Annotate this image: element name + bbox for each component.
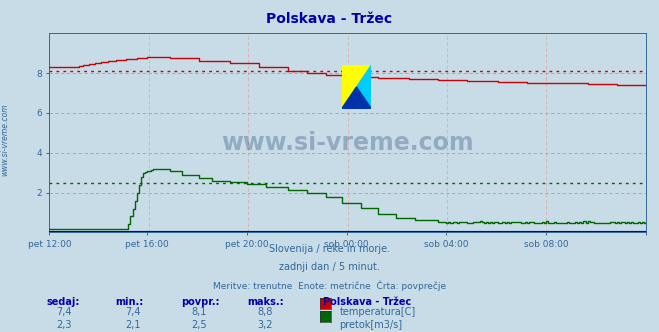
Text: Slovenija / reke in morje.: Slovenija / reke in morje. [269, 244, 390, 254]
Polygon shape [341, 65, 372, 109]
Text: 2,3: 2,3 [56, 320, 72, 330]
Text: www.si-vreme.com: www.si-vreme.com [221, 131, 474, 155]
Text: 7,4: 7,4 [56, 307, 72, 317]
Text: Polskava - Tržec: Polskava - Tržec [266, 12, 393, 26]
Text: maks.:: maks.: [247, 297, 284, 307]
Text: pretok[m3/s]: pretok[m3/s] [339, 320, 403, 330]
Text: 8,8: 8,8 [257, 307, 272, 317]
Text: sedaj:: sedaj: [46, 297, 80, 307]
Polygon shape [341, 87, 372, 109]
Text: min.:: min.: [115, 297, 144, 307]
Text: 3,2: 3,2 [257, 320, 273, 330]
Text: zadnji dan / 5 minut.: zadnji dan / 5 minut. [279, 262, 380, 272]
Text: 7,4: 7,4 [125, 307, 141, 317]
Text: Meritve: trenutne  Enote: metrične  Črta: povprečje: Meritve: trenutne Enote: metrične Črta: … [213, 281, 446, 291]
Text: www.si-vreme.com: www.si-vreme.com [1, 103, 10, 176]
Text: 2,5: 2,5 [191, 320, 207, 330]
Text: Polskava - Tržec: Polskava - Tržec [323, 297, 411, 307]
Text: temperatura[C]: temperatura[C] [339, 307, 416, 317]
Text: povpr.:: povpr.: [181, 297, 219, 307]
Polygon shape [341, 65, 372, 109]
Text: 2,1: 2,1 [125, 320, 141, 330]
Text: 8,1: 8,1 [191, 307, 206, 317]
